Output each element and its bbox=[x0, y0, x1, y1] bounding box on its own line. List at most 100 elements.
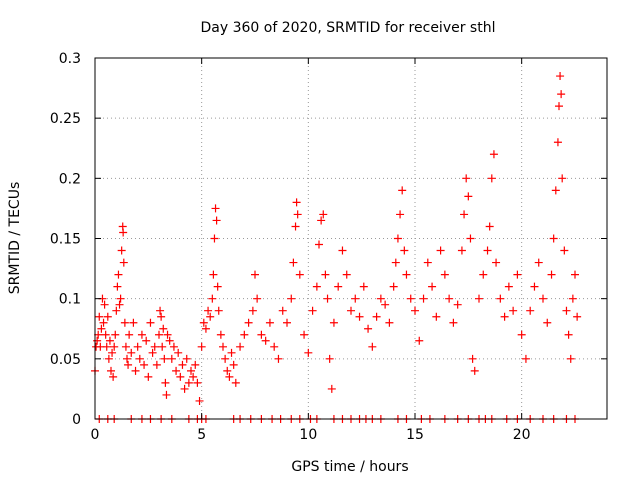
data-point bbox=[111, 330, 120, 339]
data-point bbox=[504, 282, 513, 291]
data-point bbox=[304, 348, 313, 357]
data-point bbox=[112, 306, 121, 315]
data-point bbox=[312, 282, 321, 291]
data-point bbox=[509, 306, 518, 315]
data-point bbox=[172, 366, 181, 375]
x-tick-label: 20 bbox=[513, 427, 531, 443]
data-point bbox=[261, 336, 270, 345]
data-point bbox=[517, 330, 526, 339]
data-point bbox=[287, 294, 296, 303]
data-point bbox=[133, 342, 142, 351]
data-point bbox=[325, 354, 334, 363]
data-point bbox=[191, 360, 200, 369]
data-point bbox=[315, 240, 323, 249]
x-tick-label: 0 bbox=[91, 427, 100, 443]
data-point bbox=[117, 246, 126, 255]
data-point bbox=[155, 330, 163, 339]
data-point bbox=[278, 306, 287, 315]
data-point bbox=[295, 270, 304, 279]
data-point bbox=[557, 90, 566, 99]
data-point bbox=[182, 354, 191, 363]
data-point bbox=[347, 306, 355, 315]
data-point bbox=[319, 210, 328, 219]
data-point bbox=[210, 234, 219, 243]
data-point bbox=[119, 258, 128, 267]
chart-title: Day 360 of 2020, SRMTID for receiver sth… bbox=[201, 20, 496, 36]
data-point bbox=[323, 294, 332, 303]
data-point bbox=[167, 354, 176, 363]
data-point bbox=[396, 210, 405, 219]
data-point bbox=[376, 294, 385, 303]
data-point bbox=[253, 294, 262, 303]
data-point bbox=[415, 336, 424, 345]
y-tick-label: 0 bbox=[72, 412, 81, 428]
data-point bbox=[342, 270, 351, 279]
data-point bbox=[114, 270, 123, 279]
data-point bbox=[513, 270, 522, 279]
y-axis-label: SRMTID / TECUs bbox=[7, 182, 23, 295]
data-point bbox=[180, 384, 189, 393]
data-point bbox=[140, 360, 149, 369]
y-tick-label: 0.3 bbox=[59, 51, 81, 67]
data-point bbox=[150, 342, 159, 351]
data-point bbox=[95, 312, 104, 321]
grid bbox=[95, 58, 607, 419]
data-point bbox=[389, 282, 398, 291]
data-point bbox=[571, 270, 579, 279]
data-point bbox=[489, 150, 498, 159]
data-point bbox=[219, 342, 227, 351]
data-point bbox=[240, 330, 249, 339]
data-point bbox=[334, 282, 343, 291]
data-point bbox=[562, 306, 571, 315]
data-point bbox=[560, 246, 569, 255]
data-point bbox=[142, 336, 151, 345]
data-point bbox=[103, 312, 112, 321]
data-point bbox=[100, 300, 109, 309]
data-point bbox=[211, 204, 220, 213]
data-point bbox=[402, 270, 411, 279]
data-point bbox=[351, 294, 360, 303]
data-point bbox=[445, 294, 454, 303]
data-point bbox=[274, 354, 283, 363]
data-point bbox=[178, 360, 187, 369]
data-point bbox=[470, 366, 479, 375]
data-point bbox=[163, 330, 172, 339]
data-point bbox=[391, 258, 400, 267]
data-point bbox=[462, 174, 471, 183]
data-point bbox=[547, 270, 556, 279]
data-point bbox=[125, 330, 134, 339]
data-point bbox=[423, 258, 432, 267]
data-point bbox=[184, 378, 193, 387]
data-point bbox=[466, 234, 475, 243]
data-point bbox=[492, 258, 501, 267]
y-tick-label: 0.1 bbox=[59, 292, 81, 308]
data-point bbox=[534, 258, 543, 267]
data-point bbox=[121, 342, 130, 351]
data-point bbox=[201, 324, 210, 333]
data-point bbox=[225, 372, 234, 381]
data-point bbox=[436, 246, 445, 255]
data-point bbox=[398, 186, 407, 195]
data-point bbox=[526, 306, 535, 315]
data-point bbox=[129, 318, 138, 327]
data-point bbox=[539, 294, 547, 303]
data-point bbox=[189, 372, 198, 381]
data-point bbox=[227, 348, 236, 357]
data-point bbox=[116, 294, 125, 303]
data-point bbox=[496, 294, 505, 303]
data-point bbox=[338, 246, 347, 255]
y-tick-label: 0.25 bbox=[50, 111, 81, 127]
data-point bbox=[419, 294, 428, 303]
data-point bbox=[123, 354, 131, 363]
data-point bbox=[231, 378, 240, 387]
data-point bbox=[244, 318, 253, 327]
x-tick-label: 15 bbox=[406, 427, 424, 443]
data-point bbox=[406, 294, 415, 303]
data-point bbox=[460, 210, 469, 219]
data-point bbox=[101, 330, 110, 339]
data-point bbox=[553, 138, 562, 147]
data-point bbox=[109, 372, 118, 381]
data-point bbox=[393, 234, 402, 243]
data-point bbox=[216, 330, 225, 339]
